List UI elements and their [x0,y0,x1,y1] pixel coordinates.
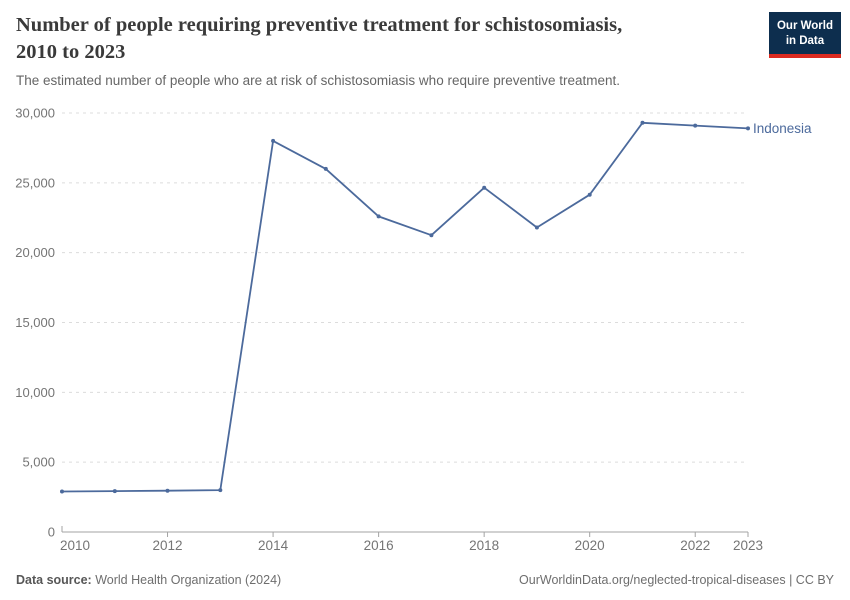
y-axis-tick-label: 15,000 [15,315,55,330]
x-axis-tick-label: 2020 [575,538,605,553]
y-axis-tick-label: 25,000 [15,175,55,190]
x-axis-tick-label: 2014 [258,538,289,553]
data-point[interactable] [218,488,223,493]
logo-line-1: Our World [776,20,833,32]
data-line-indonesia[interactable] [61,121,749,493]
x-axis-tick-label: 2010 [60,538,90,553]
data-point[interactable] [534,225,539,230]
line-chart[interactable]: 0 5,000 10,000 15,000 20,000 25,000 30,000 2010… [0,100,850,562]
citation-link[interactable]: OurWorldinData.org/neglected-tropical-di… [519,573,834,587]
data-source: Data source: World Health Organization (… [16,573,281,587]
data-source-value: World Health Organization (2024) [95,573,282,587]
x-axis-tick-label: 2016 [364,538,394,553]
data-point[interactable] [323,166,328,171]
series-label[interactable]: Indonesia [753,121,812,136]
data-point[interactable] [746,126,750,131]
chart-footer: Data source: World Health Organization (… [16,573,834,587]
data-point[interactable] [587,192,592,197]
y-axis-tick-label: 10,000 [15,385,55,400]
data-point[interactable] [376,214,381,219]
data-point[interactable] [429,233,434,238]
x-axis-tick-label: 2018 [469,538,499,553]
data-point[interactable] [482,185,487,190]
data-point[interactable] [693,123,698,128]
y-axis-tick-label: 5,000 [22,455,55,470]
chart-subtitle: The estimated number of people who are a… [16,73,621,89]
logo-line-2: in Data [785,34,825,47]
chart-header: Number of people requiring preventive tr… [16,12,761,88]
title-line-1: Number of people requiring preventive tr… [16,14,623,36]
data-point[interactable] [640,120,645,125]
data-point[interactable] [112,489,117,494]
owid-logo[interactable]: Our World in Data [768,12,841,58]
x-axis-tick-label: 2023 [733,538,763,553]
y-axis-tick-label: 20,000 [15,245,55,260]
x-axis-tick-label: 2012 [153,538,183,553]
title-line-2: 2010 to 2023 [16,41,126,64]
data-point[interactable] [165,488,170,493]
y-axis-tick-label: 30,000 [15,106,55,121]
y-axis-tick-label: 0 [48,525,55,540]
page-title: Number of people requiring preventive tr… [16,12,761,66]
data-point[interactable] [271,138,276,143]
data-point[interactable] [60,489,64,494]
data-source-label: Data source: [16,573,92,587]
x-axis-tick-label: 2022 [680,538,710,553]
